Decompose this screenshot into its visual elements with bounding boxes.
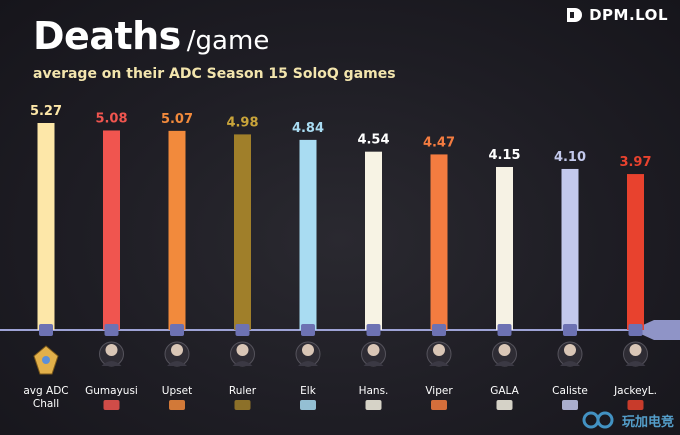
player-shoulders (167, 361, 187, 366)
kc-logo-icon (562, 400, 578, 410)
bar (561, 168, 579, 330)
bar-marker (39, 324, 53, 336)
bar (168, 130, 186, 330)
player-face (498, 344, 511, 356)
title-unit: /game (186, 26, 270, 56)
value-label: 3.97 (619, 155, 651, 170)
challenger-emblem-icon (33, 345, 59, 375)
bar (627, 174, 644, 330)
bar-marker (563, 324, 577, 336)
bar-marker (170, 324, 184, 336)
player-face (367, 344, 380, 356)
dpm-logo-icon (567, 8, 583, 22)
category-label: avg ADC (23, 385, 68, 397)
brand-name: DPM.LOL (589, 6, 668, 24)
hle-logo-icon (431, 400, 447, 410)
category-label: Elk (300, 385, 317, 397)
bar (103, 130, 120, 330)
bar (365, 151, 382, 330)
value-label: 4.54 (357, 133, 389, 148)
value-label: 4.98 (226, 115, 258, 130)
value-label: 4.84 (292, 121, 324, 136)
watermark-text: 玩加电竞 (621, 414, 674, 430)
bar (37, 123, 55, 330)
player-shoulders (429, 361, 449, 366)
value-label: 4.10 (554, 150, 586, 165)
player-shoulders (232, 361, 253, 366)
player-face (171, 344, 183, 356)
value-label: 5.08 (95, 111, 127, 126)
blg-logo-icon (300, 400, 316, 410)
chart-subtitle: average on their ADC Season 15 SoloQ gam… (33, 66, 396, 82)
bar-marker (104, 324, 119, 336)
bar-marker (628, 324, 643, 336)
category-label: Ruler (229, 385, 257, 397)
bar-marker (235, 324, 250, 336)
watermark-logo-icon (582, 411, 614, 429)
value-label: 5.07 (161, 112, 193, 127)
player-face (433, 344, 445, 356)
category-label: GALA (490, 385, 519, 397)
bar-marker (366, 324, 381, 336)
brand-logo[interactable]: DPM.LOL (565, 6, 668, 24)
bar-marker (301, 324, 315, 336)
player-face (564, 344, 576, 356)
bar (234, 134, 251, 330)
player-shoulders (494, 361, 515, 366)
player-shoulders (625, 361, 646, 366)
category-label: Gumayusi (85, 385, 138, 397)
player-shoulders (560, 361, 580, 366)
value-label: 5.27 (30, 104, 62, 119)
value-label: 4.15 (488, 148, 520, 163)
player-face (105, 344, 118, 356)
category-label: Viper (425, 385, 453, 397)
player-shoulders (298, 361, 318, 366)
watermark: 玩加电竞 (582, 409, 674, 431)
title-main: Deaths (33, 14, 181, 58)
value-label: 4.47 (423, 135, 455, 150)
bar (496, 166, 513, 330)
player-face (302, 344, 314, 356)
player-shoulders (101, 361, 122, 366)
category-label: Upset (162, 385, 192, 397)
tes-logo-icon (627, 400, 644, 410)
category-label: JackeyL. (613, 385, 657, 397)
fnatic-logo-icon (169, 400, 185, 410)
g2-logo-icon (365, 400, 382, 410)
gen-g-logo-icon (234, 400, 251, 410)
bar-marker (497, 324, 512, 336)
category-label: Hans. (359, 385, 389, 397)
bar (299, 139, 317, 330)
t1-logo-icon (103, 400, 120, 410)
player-face (236, 344, 249, 356)
bar-marker (432, 324, 446, 336)
ig-logo-icon (496, 400, 513, 410)
bar (430, 154, 448, 330)
category-label: Chall (33, 398, 59, 410)
player-shoulders (363, 361, 384, 366)
category-label: Caliste (552, 385, 588, 397)
player-face (629, 344, 642, 356)
chart-title: Deaths/game (33, 14, 269, 58)
